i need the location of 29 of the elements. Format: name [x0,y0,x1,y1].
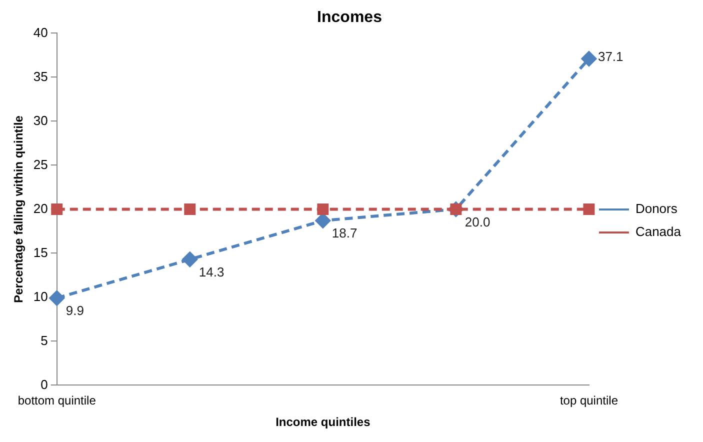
point [184,203,196,215]
x-axis-title: Income quintiles [276,415,371,430]
y-tick-label: 40 [33,24,48,40]
chart-title: Incomes [317,9,382,26]
y-tick-label: 30 [33,112,48,128]
y-tick-label: 0 [40,376,48,392]
data-label: 37.1 [598,48,624,64]
y-axis-title: Percentage falling within quintile [12,115,26,303]
x-tick-label: top quintile [560,394,618,408]
data-label: 20.0 [464,214,490,230]
legend-label: Canada [635,224,682,240]
data-label: 9.9 [66,303,84,318]
y-tick-label: 5 [40,332,48,348]
y-tick-label: 15 [33,244,48,260]
point [581,51,596,66]
point [51,203,63,215]
data-label: 18.7 [332,226,358,241]
point [315,213,330,228]
point [583,203,595,215]
point [182,252,198,267]
legend-label: Donors [635,201,678,216]
x-tick-label: bottom quintile [18,394,96,408]
data-label: 14.3 [198,264,224,280]
y-tick-label: 35 [33,68,48,84]
y-tick-label: 10 [33,288,48,304]
point [317,203,329,215]
y-tick-label: 20 [33,200,48,216]
point [49,290,64,306]
y-tick-label: 25 [33,156,48,172]
